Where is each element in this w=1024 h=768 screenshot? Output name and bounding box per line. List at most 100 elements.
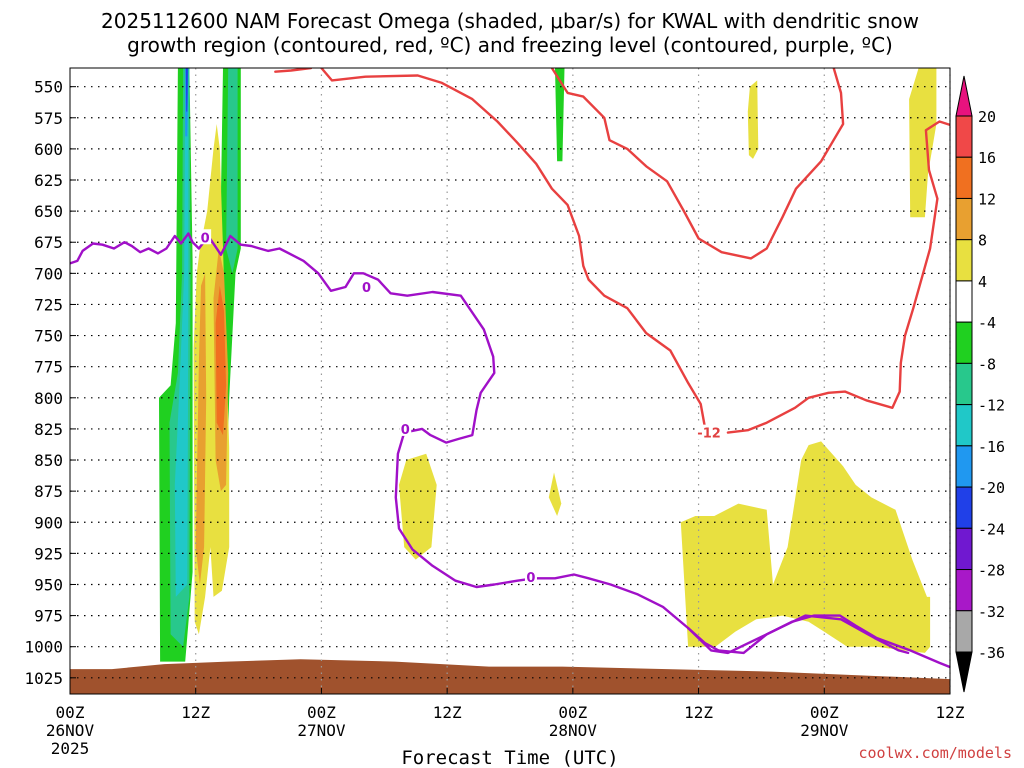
colorbar-bin	[955, 280, 973, 323]
x-tick-label: 12Z	[433, 703, 462, 722]
y-tick-label: 900	[34, 513, 63, 532]
y-tick-label: 800	[34, 389, 63, 408]
y-tick-label: 775	[34, 358, 63, 377]
plot-frame	[69, 67, 951, 695]
contour-label-bg	[695, 424, 724, 440]
colorbar-bin	[955, 197, 973, 241]
contour-red-minus12-right	[550, 68, 845, 260]
x-tick-label: 12Z	[181, 703, 210, 722]
shade-orange-column-a	[195, 273, 207, 585]
colorbar-label: -4	[978, 314, 996, 332]
shade-yellow-blob-875	[548, 472, 562, 516]
shade-yellow-mass-bottom	[680, 441, 931, 653]
contour-label-bg	[399, 420, 412, 436]
contour-red-minus12-lower-right	[726, 120, 950, 434]
temperature-contours	[70, 68, 950, 669]
contour-label-red-minus12-mid: -12	[697, 427, 721, 442]
colorbar-label: -12	[978, 397, 1005, 415]
y-tick-label: 875	[34, 482, 63, 501]
colorbar-bin	[955, 610, 973, 653]
colorbar-label: -20	[978, 479, 1005, 497]
colorbar-bin	[955, 404, 973, 447]
colorbar-bin	[955, 115, 973, 158]
y-tick-label: 675	[34, 233, 63, 252]
x-tick-label: 00Z	[56, 703, 85, 722]
shade-green-streak-top	[555, 68, 565, 162]
chart-title-line-1: 2025112600 NAM Forecast Omega (shaded, μ…	[101, 9, 919, 33]
contour-label-bg	[199, 229, 212, 245]
chart-title-line-2: growth region (contoured, red, ºC) and f…	[127, 33, 893, 57]
y-tick-label: 600	[34, 140, 63, 159]
colorbar-label: -8	[978, 355, 996, 373]
y-tick-label: 975	[34, 607, 63, 626]
colorbar-label: 8	[978, 232, 987, 250]
y-tick-label: 625	[34, 171, 63, 190]
colorbar-bin	[955, 156, 973, 199]
y-tick-label: 850	[34, 451, 63, 470]
colorbar-label: -32	[978, 603, 1005, 621]
contour-label-purple-freezing-level-0: 0	[201, 231, 210, 246]
x-tick-label: 00Z	[558, 703, 587, 722]
x-tick-date: 28NOV	[549, 721, 598, 740]
y-tick-label: 1025	[24, 669, 63, 688]
shade-yellow-blob-830	[399, 453, 437, 560]
colorbar-label: 20	[978, 108, 996, 126]
shade-ground-terrain	[70, 659, 950, 694]
colorbar-bin	[955, 527, 973, 571]
x-tick-label: 12Z	[684, 703, 713, 722]
colorbar-bottom-triangle	[955, 651, 973, 693]
contour-purple-freezing-level-0	[70, 232, 950, 669]
shade-teal-column-right	[226, 68, 238, 274]
omega-shading	[70, 68, 950, 694]
colorbar-label: -36	[978, 644, 1005, 662]
colorbar-bin	[955, 569, 973, 612]
x-tick-date: 29NOV	[800, 721, 849, 740]
colorbar: 20 16 12 8 4 -4 -8 -12 -16 -20 -24 -28 -32 -36	[955, 75, 1005, 693]
x-tick-label: 00Z	[307, 703, 336, 722]
shade-yellow-blob-top	[747, 80, 759, 159]
colorbar-bin	[955, 486, 973, 529]
y-tick-label: 650	[34, 202, 63, 221]
colorbar-label: -28	[978, 562, 1005, 580]
colorbar-label: 16	[978, 149, 996, 167]
shade-dark-blue-streak	[185, 68, 188, 112]
y-tick-label: 725	[34, 295, 63, 314]
contour-red-minus12-left	[274, 68, 313, 73]
colorbar-top-triangle	[955, 75, 973, 117]
y-tick-label: 700	[34, 264, 63, 283]
colorbar-bin	[955, 362, 973, 406]
y-tick-label: 575	[34, 109, 63, 128]
contour-label-bg	[524, 569, 537, 585]
shade-yellow-blob-top-right	[909, 68, 937, 218]
y-tick-label: 825	[34, 420, 63, 439]
colorbar-label: 12	[978, 190, 996, 208]
y-tick-label: 950	[34, 575, 63, 594]
colorbar-label: -16	[978, 438, 1005, 456]
y-axis-ticks: 550 575 600 625 650 675 700 725 750 775 800 825 850 8…	[24, 78, 76, 688]
contour-label-extra: 0	[362, 281, 371, 296]
shade-cyan-column-left	[174, 68, 189, 597]
x-tick-date: 26NOV	[46, 721, 95, 740]
contour-label-extra: 0	[526, 571, 535, 586]
contour-purple-freezing-level-lower	[686, 614, 910, 655]
contour-label-extra: 0	[401, 423, 410, 438]
colorbar-bin	[955, 321, 973, 364]
x-tick-year: 2025	[51, 739, 90, 758]
y-tick-label: 925	[34, 544, 63, 563]
x-tick-date: 27NOV	[297, 721, 346, 740]
x-tick-label: 00Z	[810, 703, 839, 722]
colorbar-bin	[955, 239, 973, 282]
colorbar-bin	[955, 445, 973, 488]
x-axis-title: Forecast Time (UTC)	[401, 747, 618, 768]
y-tick-label: 750	[34, 327, 63, 346]
contour-red-minus12-mid	[320, 68, 708, 434]
colorbar-label: 4	[978, 273, 987, 291]
y-tick-label: 1000	[24, 638, 63, 657]
credit-text: coolwx.com/models	[858, 744, 1012, 762]
y-tick-label: 550	[34, 78, 63, 97]
contour-labels: -12 0 0 0 0	[199, 229, 724, 586]
colorbar-label: -24	[978, 520, 1005, 538]
x-tick-label: 12Z	[936, 703, 965, 722]
